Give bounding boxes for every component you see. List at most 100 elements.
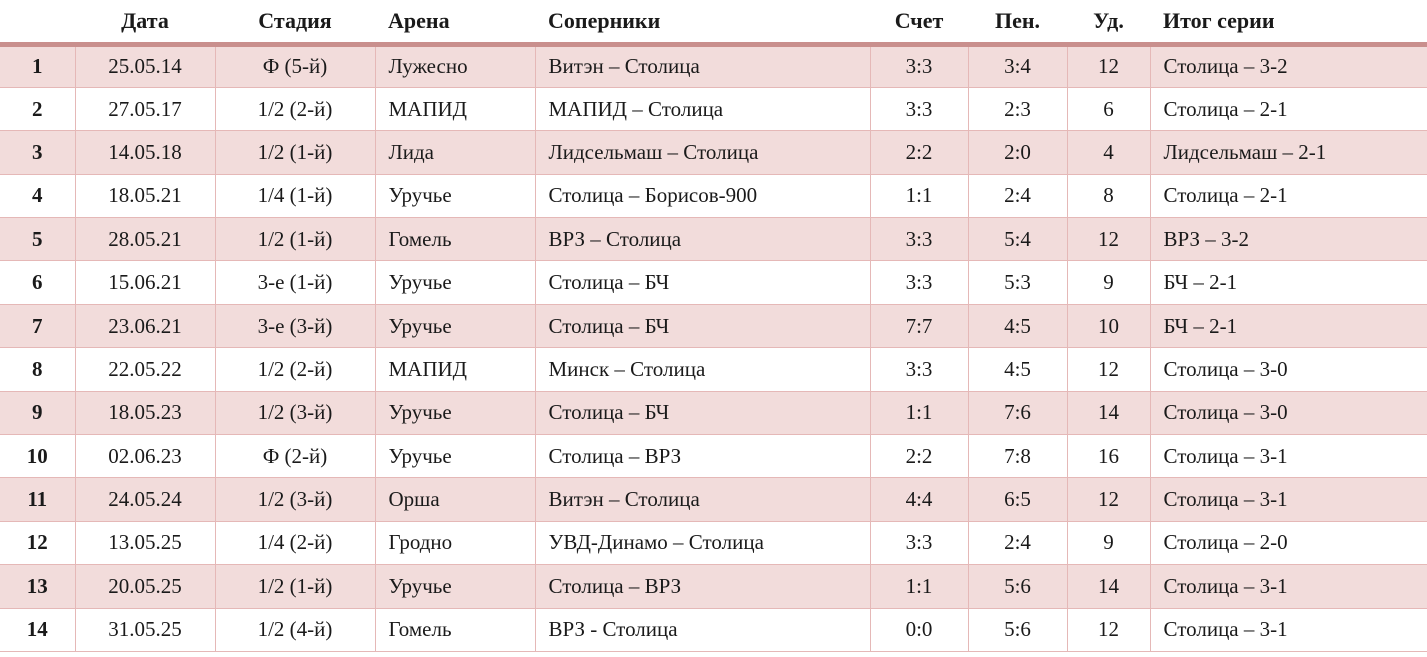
cell-shots: 16: [1066, 434, 1151, 479]
table-row: 8 22.05.22 1/2 (2-й) МАПИД Минск – Столица 3:…: [0, 347, 1427, 392]
cell-num: 8: [0, 347, 76, 392]
cell-series: Столица – 3-2: [1149, 41, 1427, 88]
cell-arena: Орша: [374, 477, 536, 522]
cell-series: БЧ – 2-1: [1149, 260, 1427, 305]
column-header-opponents: Соперники: [535, 0, 870, 44]
cell-score: 7:7: [869, 303, 969, 349]
table-row: 5 28.05.21 1/2 (1-й) Гомель ВРЗ – Столица 3:3…: [0, 217, 1427, 262]
cell-date: 25.05.14: [74, 41, 216, 88]
cell-series: Столица – 3-0: [1149, 390, 1427, 436]
cell-shots: 4: [1066, 130, 1151, 175]
cell-stage: 1/2 (3-й): [214, 390, 376, 436]
cell-arena: Уручье: [374, 173, 536, 219]
cell-series: Столица – 2-0: [1149, 520, 1427, 566]
cell-penalties: 5:4: [967, 217, 1068, 262]
cell-score: 1:1: [869, 564, 969, 609]
cell-num: 1: [0, 41, 76, 88]
cell-shots: 12: [1066, 347, 1151, 392]
cell-num: 9: [0, 390, 76, 436]
column-header-score: Счет: [870, 0, 968, 44]
cell-shots: 14: [1066, 390, 1151, 436]
cell-opponents: Витэн – Столица: [534, 477, 871, 522]
cell-shots: 6: [1066, 86, 1151, 132]
cell-num: 11: [0, 477, 76, 522]
column-header-stage: Стадия: [215, 0, 375, 44]
cell-penalties: 2:4: [967, 520, 1068, 566]
column-header-shots: Уд.: [1067, 0, 1150, 44]
cell-score: 1:1: [869, 173, 969, 219]
cell-arena: Лужесно: [374, 41, 536, 88]
cell-series: Столица – 3-0: [1149, 347, 1427, 392]
cell-score: 1:1: [869, 390, 969, 436]
cell-num: 12: [0, 520, 76, 566]
cell-score: 0:0: [869, 607, 969, 652]
cell-opponents: Столица – ВРЗ: [534, 564, 871, 609]
cell-arena: МАПИД: [374, 86, 536, 132]
cell-score: 3:3: [869, 520, 969, 566]
cell-opponents: ВРЗ – Столица: [534, 217, 871, 262]
cell-num: 3: [0, 130, 76, 175]
table-row: 9 18.05.23 1/2 (3-й) Уручье Столица – БЧ 1:1 7…: [0, 390, 1427, 436]
cell-opponents: Столица – БЧ: [534, 303, 871, 349]
cell-num: 10: [0, 434, 76, 479]
cell-opponents: Столица – Борисов-900: [534, 173, 871, 219]
cell-penalties: 5:6: [967, 607, 1068, 652]
cell-series: Лидсельмаш – 2-1: [1149, 130, 1427, 175]
cell-score: 4:4: [869, 477, 969, 522]
table-row: 1 25.05.14 Ф (5-й) Лужесно Витэн – Столица 3:…: [0, 41, 1427, 88]
cell-opponents: Столица – БЧ: [534, 390, 871, 436]
cell-arena: МАПИД: [374, 347, 536, 392]
cell-penalties: 5:6: [967, 564, 1068, 609]
cell-score: 3:3: [869, 217, 969, 262]
cell-num: 4: [0, 173, 76, 219]
cell-date: 27.05.17: [74, 86, 216, 132]
table-row: 10 02.06.23 Ф (2-й) Уручье Столица – ВРЗ 2:2 7…: [0, 434, 1427, 479]
cell-stage: 1/2 (2-й): [214, 347, 376, 392]
cell-stage: 1/2 (1-й): [214, 130, 376, 175]
cell-date: 13.05.25: [74, 520, 216, 566]
cell-opponents: ВРЗ - Столица: [534, 607, 871, 652]
table-row: 12 13.05.25 1/4 (2-й) Гродно УВД-Динамо – Ст…: [0, 520, 1427, 566]
cell-shots: 10: [1066, 303, 1151, 349]
cell-score: 3:3: [869, 260, 969, 305]
cell-shots: 12: [1066, 41, 1151, 88]
cell-arena: Гродно: [374, 520, 536, 566]
cell-date: 20.05.25: [74, 564, 216, 609]
cell-stage: Ф (2-й): [214, 434, 376, 479]
cell-shots: 8: [1066, 173, 1151, 219]
cell-series: ВРЗ – 3-2: [1149, 217, 1427, 262]
cell-series: Столица – 3-1: [1149, 434, 1427, 479]
cell-penalties: 5:3: [967, 260, 1068, 305]
column-header-arena: Арена: [375, 0, 535, 44]
cell-opponents: Витэн – Столица: [534, 41, 871, 88]
cell-stage: 1/2 (4-й): [214, 607, 376, 652]
cell-shots: 9: [1066, 520, 1151, 566]
cell-opponents: УВД-Динамо – Столица: [534, 520, 871, 566]
cell-date: 23.06.21: [74, 303, 216, 349]
cell-arena: Уручье: [374, 390, 536, 436]
table-row: 3 14.05.18 1/2 (1-й) Лида Лидсельмаш – Столи…: [0, 130, 1427, 175]
cell-date: 31.05.25: [74, 607, 216, 652]
cell-num: 2: [0, 86, 76, 132]
table-row: 7 23.06.21 3-е (3-й) Уручье Столица – БЧ 7:7 4…: [0, 303, 1427, 349]
cell-date: 18.05.21: [74, 173, 216, 219]
cell-stage: 1/2 (2-й): [214, 86, 376, 132]
cell-shots: 12: [1066, 607, 1151, 652]
cell-penalties: 2:4: [967, 173, 1068, 219]
cell-date: 24.05.24: [74, 477, 216, 522]
cell-opponents: Столица – ВРЗ: [534, 434, 871, 479]
cell-score: 3:3: [869, 86, 969, 132]
cell-arena: Уручье: [374, 434, 536, 479]
cell-opponents: Столица – БЧ: [534, 260, 871, 305]
cell-stage: 1/2 (1-й): [214, 217, 376, 262]
cell-series: Столица – 3-1: [1149, 564, 1427, 609]
cell-stage: 1/4 (2-й): [214, 520, 376, 566]
cell-num: 13: [0, 564, 76, 609]
table-body: 1 25.05.14 Ф (5-й) Лужесно Витэн – Столица 3:…: [0, 41, 1427, 652]
column-header-date: Дата: [75, 0, 215, 44]
cell-num: 7: [0, 303, 76, 349]
cell-penalties: 4:5: [967, 303, 1068, 349]
cell-series: БЧ – 2-1: [1149, 303, 1427, 349]
cell-num: 5: [0, 217, 76, 262]
